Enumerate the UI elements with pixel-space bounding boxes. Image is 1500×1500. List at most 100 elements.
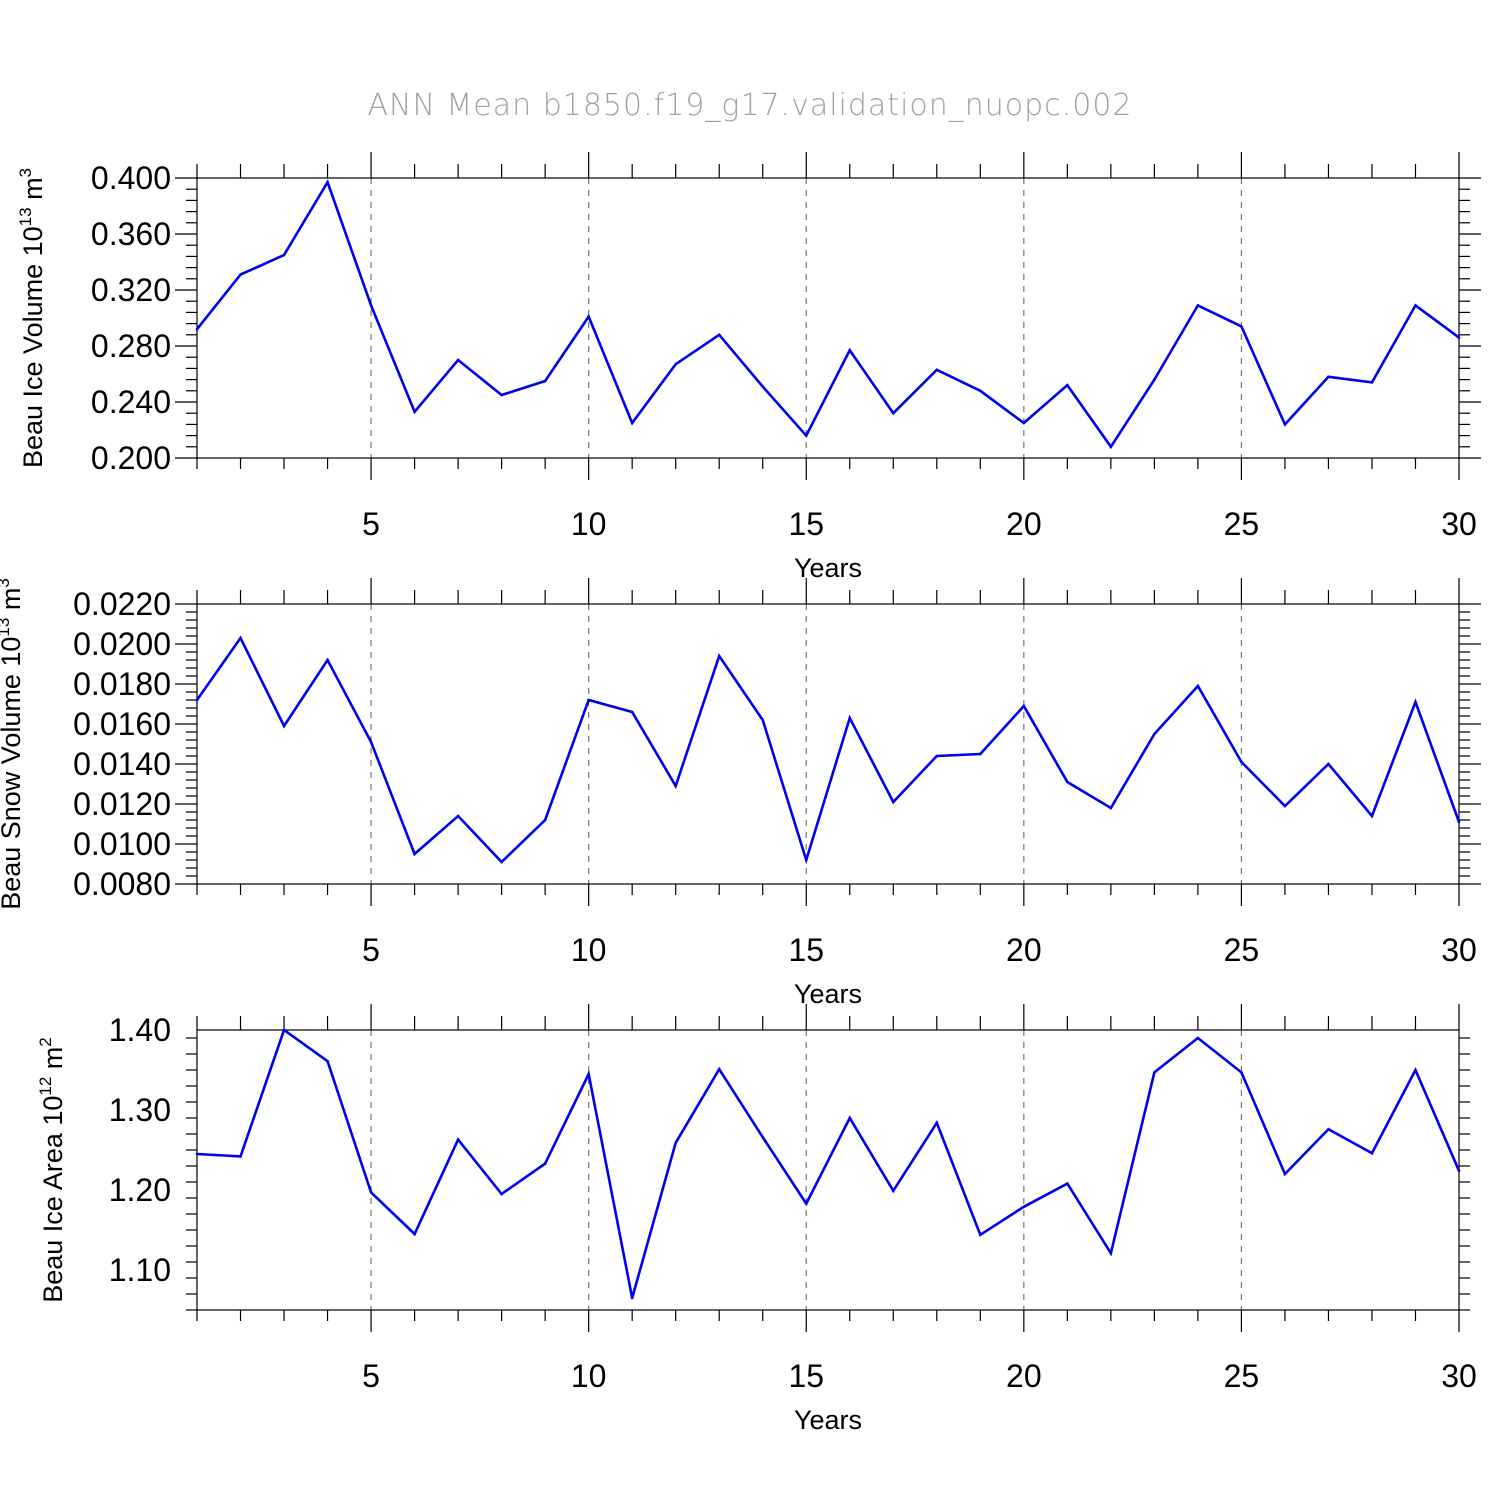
data-point — [891, 800, 895, 804]
data-point — [1283, 1172, 1287, 1176]
data-point — [935, 368, 939, 372]
x-tick-label: 25 — [1224, 1358, 1260, 1394]
data-point — [848, 716, 852, 720]
x-tick-label: 10 — [571, 506, 607, 542]
figure-title: ANN Mean b1850.f19_g17.validation_nuopc.… — [367, 88, 1132, 123]
data-point — [369, 740, 373, 744]
data-point — [239, 636, 242, 640]
data-point — [587, 315, 590, 318]
data-point — [239, 273, 242, 276]
data-point — [282, 1028, 286, 1032]
data-point — [456, 814, 460, 818]
data-point — [369, 304, 373, 307]
x-tick-label: 25 — [1224, 932, 1260, 968]
data-point — [1327, 1127, 1330, 1131]
x-tick-label: 25 — [1224, 506, 1260, 542]
data-point — [891, 1189, 895, 1193]
data-point — [1414, 700, 1417, 704]
data-point — [979, 752, 982, 756]
panel-3: 1.10 1.20 1.30 1.40 5 10 15 20 25 30 Years Beau Ice… — [36, 1004, 1477, 1435]
data-point — [500, 860, 503, 864]
series-line — [195, 635, 1461, 865]
series-line — [196, 1027, 1461, 1299]
data-point — [456, 1138, 460, 1141]
data-point — [717, 1067, 721, 1071]
data-point — [326, 658, 329, 662]
x-axis-label: Years — [794, 1405, 862, 1435]
data-point — [500, 393, 503, 397]
data-point — [761, 385, 765, 388]
data-point — [979, 1233, 982, 1237]
data-point — [717, 333, 721, 337]
y-tick-label: 0.280 — [91, 328, 171, 364]
data-point — [282, 724, 286, 728]
data-point — [804, 434, 808, 437]
data-point — [1370, 814, 1374, 818]
data-point — [326, 1059, 329, 1063]
data-point — [848, 1116, 852, 1120]
data-point — [1283, 804, 1287, 808]
y-tick-label: 1.20 — [109, 1172, 171, 1208]
data-point — [543, 818, 547, 822]
data-point — [456, 358, 460, 362]
data-point — [282, 253, 286, 257]
y-axis-label: Beau Ice Area 1012 m2 — [36, 1037, 68, 1303]
y-axis-label: Beau Ice Volume 1013 m3 — [16, 168, 48, 468]
data-point — [326, 180, 329, 184]
data-point — [1240, 760, 1243, 764]
panel-1: 0.200 0.240 0.280 0.320 0.360 0.400 5 10 15 20 25 3… — [16, 152, 1481, 583]
y-tick-label: 0.320 — [91, 272, 171, 308]
data-point — [195, 1152, 199, 1156]
x-tick-label: 5 — [362, 1358, 380, 1394]
x-tick-label: 10 — [571, 1358, 607, 1394]
data-point — [1457, 336, 1461, 339]
y-tick-label: 0.0180 — [73, 666, 171, 702]
x-tick-label: 5 — [362, 506, 380, 542]
data-point — [195, 698, 199, 702]
x-tick-label: 30 — [1441, 932, 1477, 968]
data-point — [674, 784, 677, 788]
data-point — [239, 1155, 242, 1158]
data-point — [1370, 1151, 1374, 1155]
data-point — [1109, 1251, 1113, 1255]
data-point — [717, 654, 721, 658]
plot-frame — [196, 177, 1460, 459]
y-tick-label: 0.240 — [91, 384, 171, 420]
data-point — [413, 410, 416, 414]
data-point — [674, 362, 677, 366]
data-point — [1370, 381, 1374, 384]
data-point — [1022, 704, 1026, 708]
data-point — [543, 379, 547, 383]
data-point — [761, 718, 765, 722]
data-point — [413, 852, 416, 856]
y-tick-label: 0.0140 — [73, 746, 171, 782]
x-tick-label: 15 — [788, 1358, 824, 1394]
x-tick-label: 20 — [1006, 506, 1042, 542]
x-tick-label: 15 — [788, 506, 824, 542]
x-axis-label: Years — [794, 979, 862, 1009]
data-point — [630, 710, 634, 714]
data-point — [1283, 423, 1287, 426]
data-point — [804, 1202, 808, 1205]
x-tick-label: 20 — [1006, 932, 1042, 968]
data-point — [935, 1121, 939, 1125]
data-point — [500, 1192, 503, 1196]
data-point — [804, 858, 808, 862]
panels: 0.200 0.240 0.280 0.320 0.360 0.400 5 10 15 20 25 3… — [0, 152, 1481, 1435]
x-tick-label: 30 — [1441, 1358, 1477, 1394]
data-point — [1240, 325, 1243, 328]
x-tick-label: 10 — [571, 932, 607, 968]
y-tick-label: 1.10 — [109, 1252, 171, 1288]
data-point — [1153, 732, 1156, 736]
y-tick-label: 0.0220 — [73, 586, 171, 622]
data-point — [848, 348, 852, 352]
data-point — [891, 411, 895, 415]
plot-frame — [196, 603, 1460, 885]
x-tick-label: 30 — [1441, 506, 1477, 542]
data-point — [1196, 684, 1200, 688]
data-point — [1414, 1068, 1417, 1072]
y-axis-label: Beau Snow Volume 1013 m3 — [0, 578, 26, 910]
x-axis-label: Years — [794, 553, 862, 583]
data-point — [1240, 1071, 1243, 1074]
